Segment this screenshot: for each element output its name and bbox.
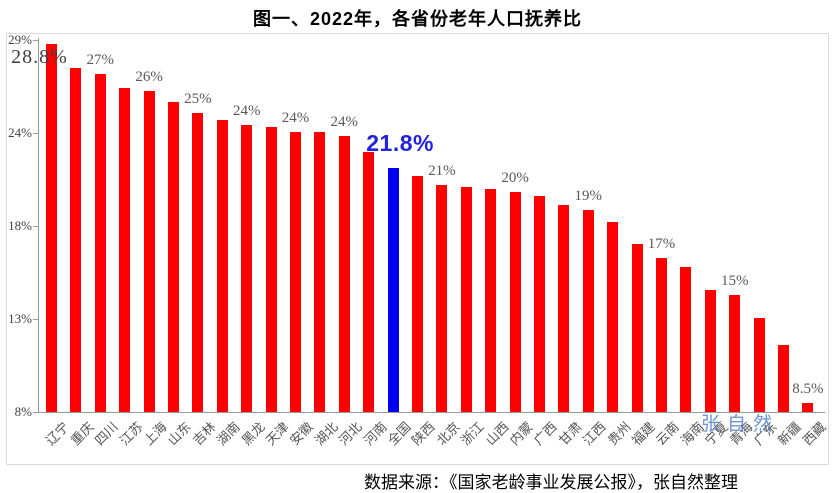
chart-plot-area: 29% 24% 18% 13% 8% 28.8% 27% 26% 25% 24% 24% 24% 21… (6, 32, 829, 465)
bar-宁夏 (704, 289, 716, 412)
bar-云南 (656, 257, 667, 412)
data-label-吉林: 25% (184, 90, 212, 107)
data-label-上海: 26% (135, 69, 163, 86)
data-label-内蒙: 20% (501, 170, 529, 187)
bar-青海 (729, 295, 741, 412)
bar-辽宁 (46, 43, 57, 412)
bar-重庆 (70, 68, 82, 412)
bar-贵州 (607, 222, 619, 412)
bar-广东 (753, 318, 765, 412)
data-label-河北: 24% (330, 113, 359, 130)
bar-河南 (363, 151, 375, 412)
data-label-江西: 19% (574, 188, 603, 205)
bar-新疆 (778, 344, 789, 412)
y-axis-tick-label: 24% (8, 125, 32, 140)
bar-西藏 (802, 403, 814, 412)
data-label-西藏: 8.5% (792, 381, 824, 398)
bar-山西 (485, 188, 497, 412)
bar-海南 (680, 266, 692, 412)
y-axis-tick (33, 319, 38, 320)
watermark-text: 张自然 (701, 414, 780, 435)
y-axis-tick-label: 29% (8, 32, 32, 47)
bar-四川 (94, 73, 106, 412)
bar-吉林 (192, 112, 204, 412)
bar-全国 (387, 167, 399, 412)
bar-河北 (338, 135, 350, 412)
x-axis-label-西藏: 西藏 (799, 419, 829, 449)
data-source-caption: 数据来源：《国家老龄事业发展公报》，张自然整理 (364, 473, 738, 492)
bar-江西 (582, 210, 594, 412)
y-axis-tick (33, 40, 38, 41)
x-axis-line (38, 412, 825, 413)
data-label-四川: 27% (86, 51, 115, 68)
y-axis-tick-label: 18% (8, 218, 32, 233)
data-label-全国: 21.8% (366, 129, 434, 156)
chart-title: 图一、2022年，各省份老年人口抚养比 (252, 9, 583, 29)
bar-内蒙 (509, 192, 521, 412)
bar-江苏 (119, 87, 131, 412)
y-axis-tick (33, 226, 38, 227)
y-axis-tick (33, 133, 38, 134)
data-label-云南: 17% (647, 235, 676, 252)
bar-安徽 (290, 132, 301, 412)
y-axis-line (38, 38, 39, 412)
y-axis-tick (33, 412, 38, 413)
bar-广西 (534, 195, 545, 412)
bar-湖北 (314, 132, 326, 412)
y-axis-tick-label: 13% (8, 311, 32, 326)
y-axis-tick-label: 8% (14, 404, 32, 419)
bar-上海 (143, 91, 155, 412)
bar-湖南 (216, 119, 228, 412)
data-label-黑龙: 24% (232, 103, 261, 120)
bar-北京 (436, 185, 448, 412)
bar-黑龙 (241, 125, 253, 412)
data-label-北京: 21% (428, 163, 456, 180)
data-label-青海: 15% (720, 273, 749, 290)
data-label-辽宁: 28.8% (11, 45, 68, 68)
bar-天津 (265, 126, 277, 412)
bar-浙江 (460, 187, 472, 412)
bar-陕西 (412, 176, 423, 412)
data-label-安徽: 24% (281, 110, 310, 127)
bar-福建 (631, 243, 643, 412)
bar-山东 (168, 102, 179, 412)
bar-甘肃 (558, 204, 570, 412)
